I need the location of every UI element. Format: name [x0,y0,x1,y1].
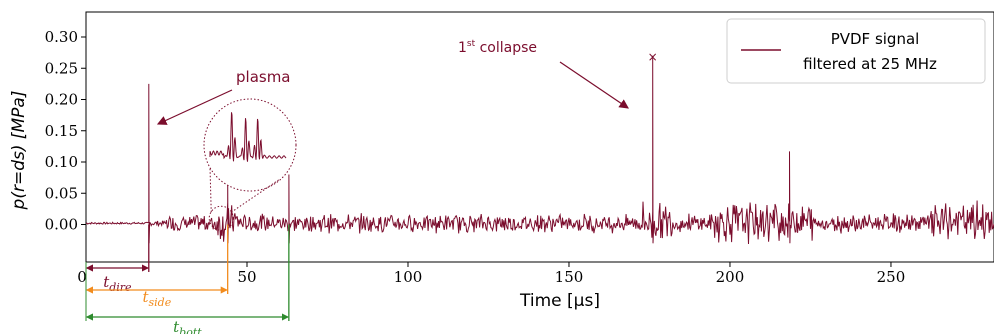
x-tick-label: 250 [877,268,906,286]
x-tick-label: 150 [555,268,584,286]
annotation-plasma-arrow [156,89,233,125]
x-tick-label: 50 [237,268,256,286]
zoom-detail-circle [203,98,297,192]
y-tick-label: 0.20 [45,91,78,109]
t-dire-label: tdire [103,273,132,294]
legend-label-line1: PVDF signal [831,30,920,48]
y-axis-ticks: 0.00 0.05 0.10 0.15 0.20 0.25 0.30 [45,28,86,234]
zoom-inset [203,98,297,231]
annotation-first-collapse: 1st collapse [458,39,537,56]
x-axis-label: Time [µs] [519,291,600,311]
y-axis-label: p(r=ds) [MPa] [9,91,29,211]
zoom-connector [230,178,281,213]
annotation-first-collapse-arrow [559,61,629,109]
zoom-connector [209,166,212,213]
x-tick-label: 0 [77,268,87,286]
annotation-plasma: plasma [236,68,291,86]
x-tick-label: 200 [716,268,745,286]
collapse-marker: × [648,50,658,64]
t-bott-label: tbott [173,318,202,334]
y-tick-label: 0.05 [45,184,78,202]
plot-frame [85,11,994,263]
y-tick-label: 0.25 [45,59,78,77]
x-tick-label: 100 [394,268,423,286]
y-tick-label: 0.10 [45,153,78,171]
legend-label-line2: filtered at 25 MHz [803,55,937,73]
legend-box [726,18,986,84]
y-tick-label: 0.00 [45,216,78,234]
x-axis-ticks: 0 50 100 150 200 250 [77,262,905,286]
zoom-source-circle [208,205,234,231]
t-side-label: tside [142,288,171,309]
legend: PVDF signal filtered at 25 MHz [726,18,986,84]
y-tick-label: 0.15 [45,122,78,140]
zoom-waveform [209,112,287,162]
y-tick-label: 0.30 [45,28,78,46]
series-line-pvdf [86,55,994,245]
